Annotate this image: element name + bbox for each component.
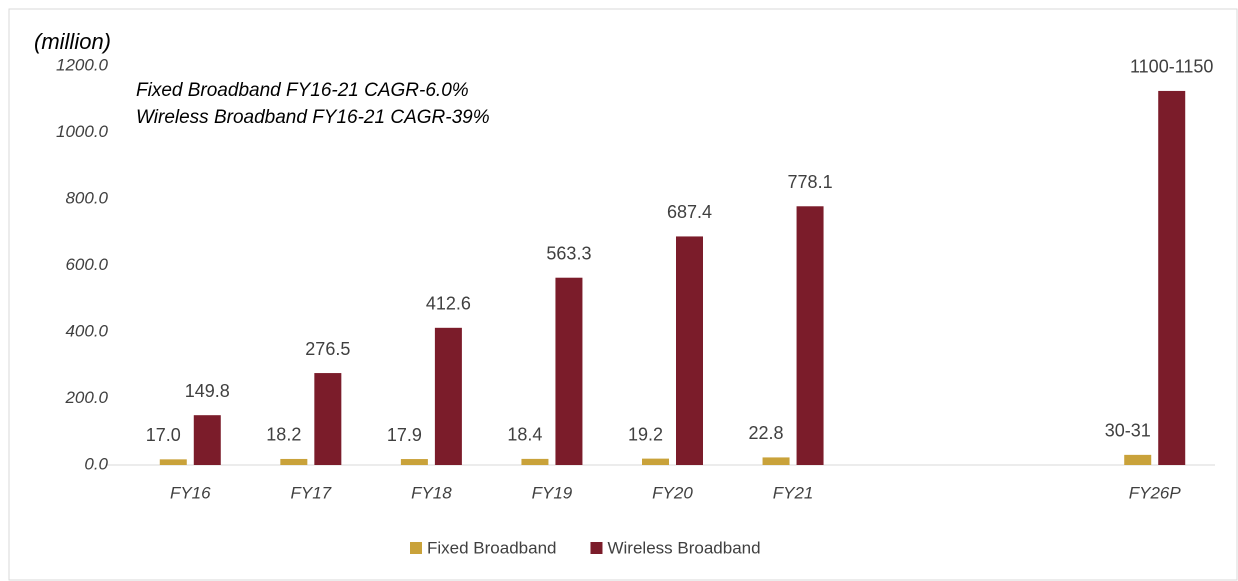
annotation: Fixed Broadband FY16-21 CAGR-6.0% (136, 80, 469, 101)
bar (159, 459, 187, 465)
y-tick-label: 1200.0 (56, 55, 109, 74)
y-tick-label: 200.0 (64, 388, 108, 407)
bar (314, 373, 342, 465)
data-label: 412.6 (426, 294, 471, 314)
x-tick-label: FY18 (411, 483, 452, 502)
data-label: 18.2 (266, 425, 301, 445)
y-tick-label: 0.0 (84, 454, 108, 473)
legend-label: Wireless Broadband (607, 538, 760, 557)
x-tick-label: FY21 (773, 483, 814, 502)
y-tick-label: 600.0 (65, 255, 108, 274)
bar (434, 327, 462, 465)
data-label: 687.4 (667, 202, 712, 222)
x-tick-label: FY26P (1129, 483, 1182, 502)
data-label: 563.3 (546, 243, 591, 263)
x-tick-label: FY20 (652, 483, 693, 502)
data-label: 17.0 (146, 425, 181, 445)
bar (642, 458, 669, 465)
data-label: 30-31 (1105, 421, 1151, 441)
bar (762, 457, 790, 465)
bar (796, 206, 824, 466)
annotation: Wireless Broadband FY16-21 CAGR-39% (136, 107, 490, 128)
bar (555, 277, 583, 465)
bar (193, 415, 221, 465)
x-tick-label: FY19 (532, 483, 573, 502)
bar (1124, 454, 1152, 465)
bar (676, 236, 703, 465)
data-label: 17.9 (387, 425, 422, 445)
bar (400, 459, 428, 465)
data-label: 1100-1150 (1130, 57, 1213, 77)
legend-swatch (590, 542, 603, 554)
data-label: 18.4 (507, 425, 542, 445)
data-label: 778.1 (788, 172, 833, 192)
x-tick-label: FY17 (291, 483, 332, 502)
unit-label: (million) (34, 29, 111, 54)
data-label: 19.2 (628, 424, 663, 444)
y-tick-label: 1000.0 (56, 122, 109, 141)
legend-label: Fixed Broadband (427, 538, 556, 557)
bar (521, 458, 549, 465)
data-label: 22.8 (749, 423, 784, 443)
data-label: 149.8 (185, 381, 230, 401)
x-tick-label: FY16 (170, 483, 211, 502)
bar (1158, 90, 1186, 465)
bar (280, 458, 308, 465)
chart-frame (8, 8, 1238, 581)
data-label: 276.5 (305, 339, 350, 359)
y-tick-label: 800.0 (65, 188, 108, 207)
y-tick-label: 400.0 (65, 321, 108, 340)
legend-swatch (410, 542, 422, 554)
